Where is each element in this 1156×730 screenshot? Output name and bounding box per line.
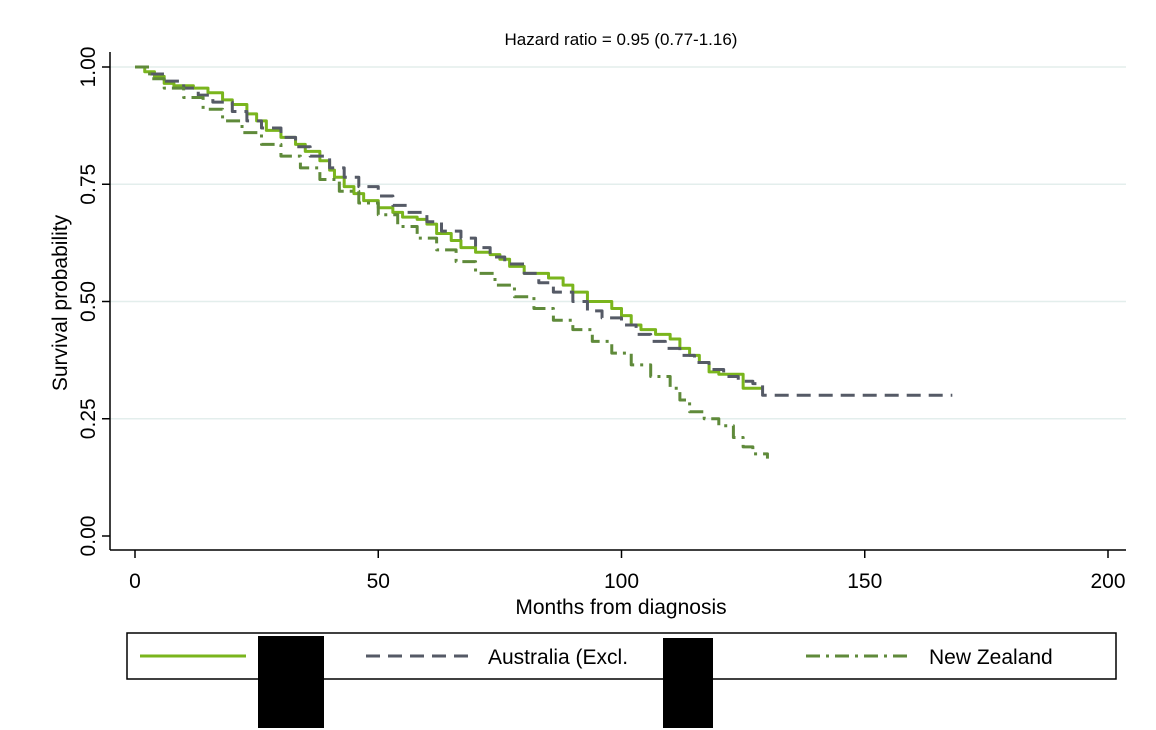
series-line-2 xyxy=(135,65,953,397)
y-tick-label-0: 0.00 xyxy=(77,516,100,557)
grid-lines xyxy=(110,66,1126,420)
series-line-3 xyxy=(135,65,769,459)
x-tick-label-2: 100 xyxy=(604,570,639,593)
x-tick-label-4: 200 xyxy=(1090,570,1125,593)
x-axis: 0 50 100 150 200 xyxy=(110,549,1126,593)
legend-label-series-2: Australia (Excl. xyxy=(488,646,628,669)
chart-title: Hazard ratio = 0.95 (0.77-1.16) xyxy=(505,30,738,49)
redaction-block-1 xyxy=(258,636,324,728)
x-axis-label: Months from diagnosis xyxy=(515,596,726,619)
x-tick-label-0: 0 xyxy=(129,570,141,593)
y-tick-label-3: 0.75 xyxy=(77,164,100,205)
series-layer xyxy=(135,65,953,459)
redaction-block-2 xyxy=(663,638,713,728)
y-axis: 0.00 0.25 0.50 0.75 1.00 xyxy=(77,47,111,557)
x-tick-label-1: 50 xyxy=(367,570,390,593)
y-axis-label: Survival probability xyxy=(49,214,72,391)
x-tick-label-3: 150 xyxy=(847,570,882,593)
legend-label-series-3: New Zealand xyxy=(929,646,1053,669)
series-line-1 xyxy=(135,65,763,390)
y-tick-label-4: 1.00 xyxy=(77,47,100,88)
y-tick-label-1: 0.25 xyxy=(77,398,100,439)
y-tick-label-2: 0.50 xyxy=(77,281,100,322)
